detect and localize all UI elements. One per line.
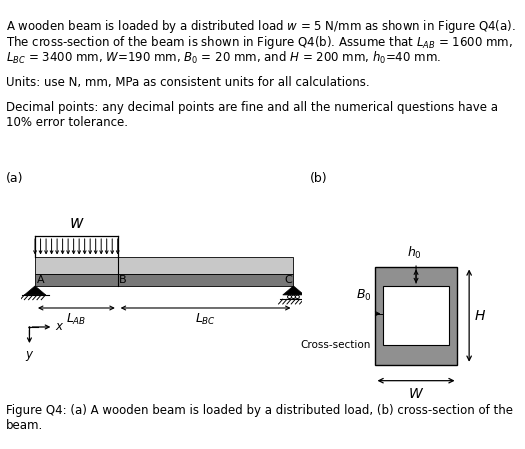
Text: $H$: $H$ xyxy=(474,308,486,323)
Circle shape xyxy=(291,295,296,299)
Circle shape xyxy=(288,295,291,299)
Text: A wooden beam is loaded by a distributed load $w$ = 5 N/mm as shown in Figure Q4: A wooden beam is loaded by a distributed… xyxy=(6,18,516,35)
Text: $L_{AB}$: $L_{AB}$ xyxy=(66,312,87,327)
Text: The cross-section of the beam is shown in Figure Q4(b). Assume that $L_{AB}$ = 1: The cross-section of the beam is shown i… xyxy=(6,34,513,51)
Text: C: C xyxy=(285,275,292,285)
Text: $W$: $W$ xyxy=(408,387,424,401)
Polygon shape xyxy=(283,286,304,295)
Text: beam.: beam. xyxy=(6,419,44,432)
Text: $w$: $w$ xyxy=(69,215,84,232)
Text: Cross-section: Cross-section xyxy=(300,340,371,350)
Text: B: B xyxy=(119,275,127,285)
Text: $L_{BC}$ = 3400 mm, $W$=190 mm, $B_0$ = 20 mm, and $H$ = 200 mm, $h_0$=40 mm.: $L_{BC}$ = 3400 mm, $W$=190 mm, $B_0$ = … xyxy=(6,50,442,66)
Text: $x$: $x$ xyxy=(55,321,65,334)
Text: (b): (b) xyxy=(310,172,328,185)
Text: $y$: $y$ xyxy=(25,349,34,363)
Text: Decimal points: any decimal points are fine and all the numerical questions have: Decimal points: any decimal points are f… xyxy=(6,101,498,114)
Text: $B_0$: $B_0$ xyxy=(356,288,372,304)
Bar xyxy=(375,267,457,365)
Bar xyxy=(35,274,293,286)
Text: 10% error tolerance.: 10% error tolerance. xyxy=(6,116,128,129)
Text: Figure Q4: (a) A wooden beam is loaded by a distributed load, (b) cross-section : Figure Q4: (a) A wooden beam is loaded b… xyxy=(6,404,513,417)
Text: (a): (a) xyxy=(6,172,24,185)
Circle shape xyxy=(296,295,299,299)
Text: Units: use N, mm, MPa as consistent units for all calculations.: Units: use N, mm, MPa as consistent unit… xyxy=(6,76,370,89)
Text: A: A xyxy=(36,275,44,285)
Bar xyxy=(383,286,449,345)
Text: $L_{BC}$: $L_{BC}$ xyxy=(195,312,216,327)
Text: $h_0$: $h_0$ xyxy=(407,245,422,261)
Bar xyxy=(35,257,293,274)
Polygon shape xyxy=(24,286,46,295)
